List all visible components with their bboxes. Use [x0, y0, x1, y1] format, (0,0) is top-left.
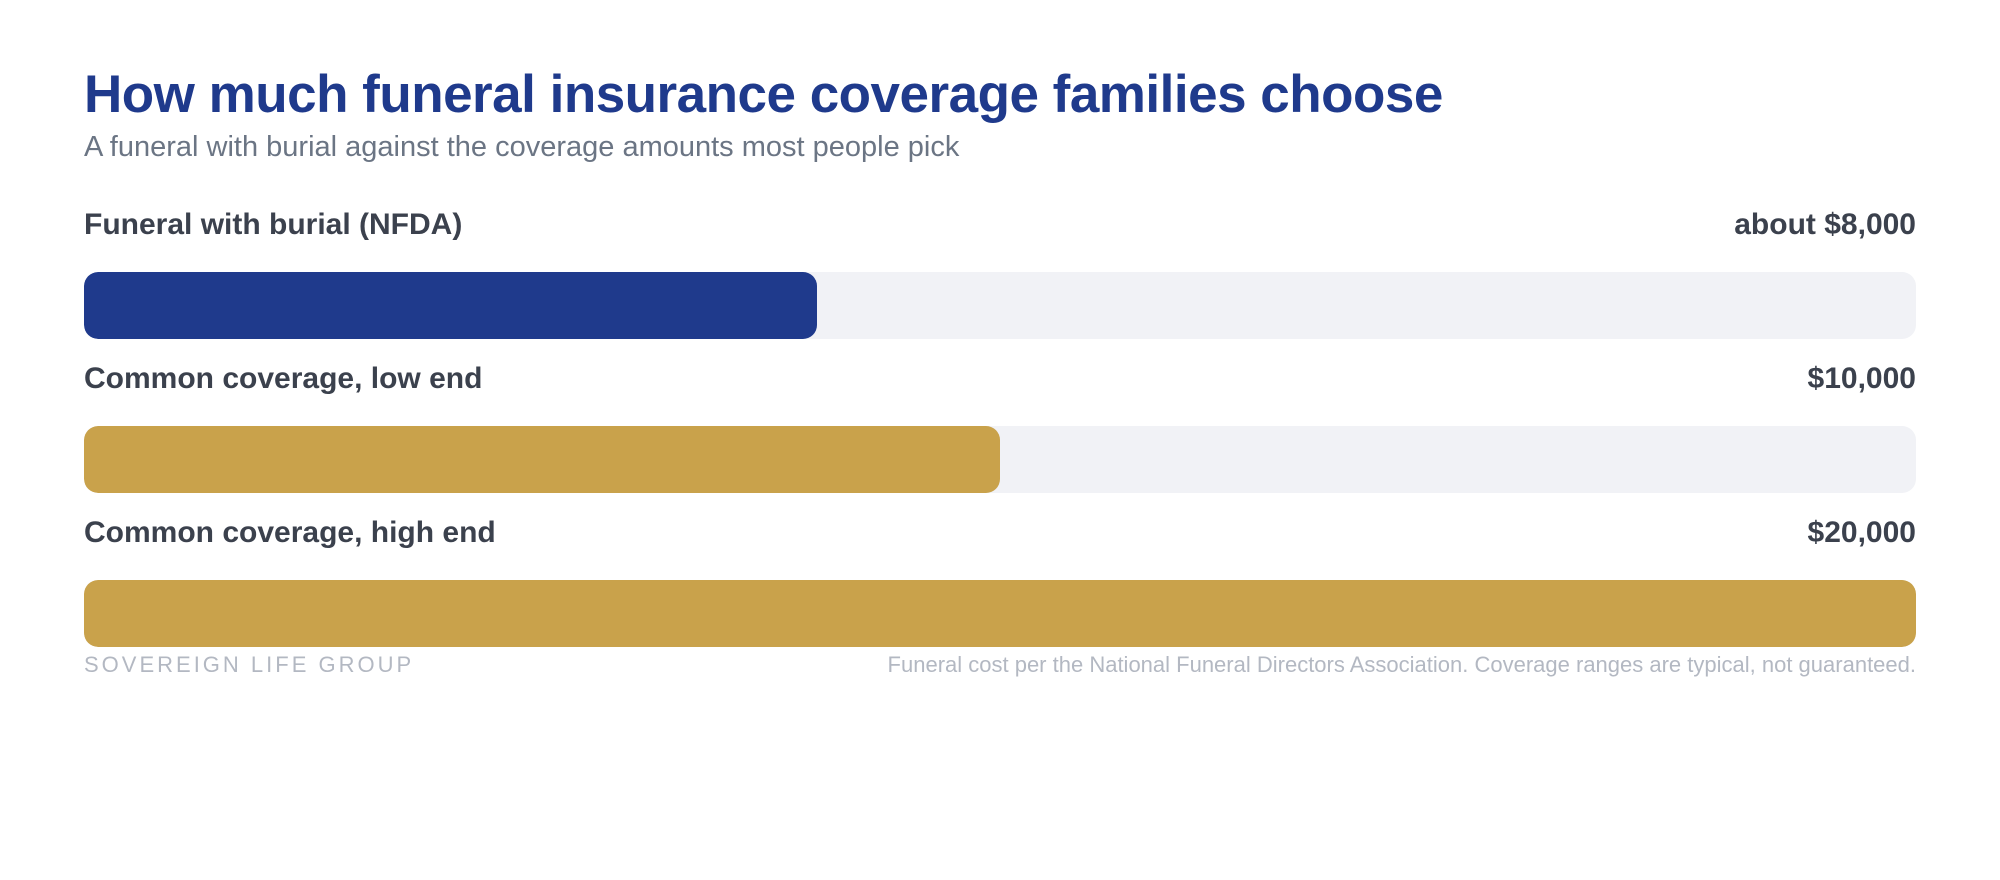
bar-track [84, 426, 1916, 493]
bar [84, 272, 817, 339]
bar-label: Common coverage, high end [84, 516, 496, 549]
bar-row: Funeral with burial (NFDA) about $8,000 [84, 208, 1916, 362]
bar-row: Common coverage, high end $20,000 [84, 516, 1916, 670]
bar-value-label: about $8,000 [1734, 208, 1916, 241]
chart-subtitle: A funeral with burial against the covera… [84, 131, 960, 163]
bar-label: Funeral with burial (NFDA) [84, 208, 463, 241]
bar-row: Common coverage, low end $10,000 [84, 362, 1916, 516]
chart: How much funeral insurance coverage fami… [84, 62, 1916, 670]
bar [84, 426, 1000, 493]
source-note: Funeral cost per the National Funeral Di… [887, 652, 1916, 677]
bar-value-label: $20,000 [1807, 516, 1916, 549]
bar-value-label: $10,000 [1807, 362, 1916, 395]
bar-track [84, 272, 1916, 339]
brand-name: SOVEREIGN LIFE GROUP [84, 652, 415, 677]
bar-label: Common coverage, low end [84, 362, 483, 395]
bar [84, 580, 1916, 647]
bar-track [84, 580, 1916, 647]
chart-footer: SOVEREIGN LIFE GROUP Funeral cost per th… [84, 652, 1916, 678]
bar-rows: Funeral with burial (NFDA) about $8,000 … [84, 208, 1916, 670]
chart-title: How much funeral insurance coverage fami… [84, 65, 1443, 124]
